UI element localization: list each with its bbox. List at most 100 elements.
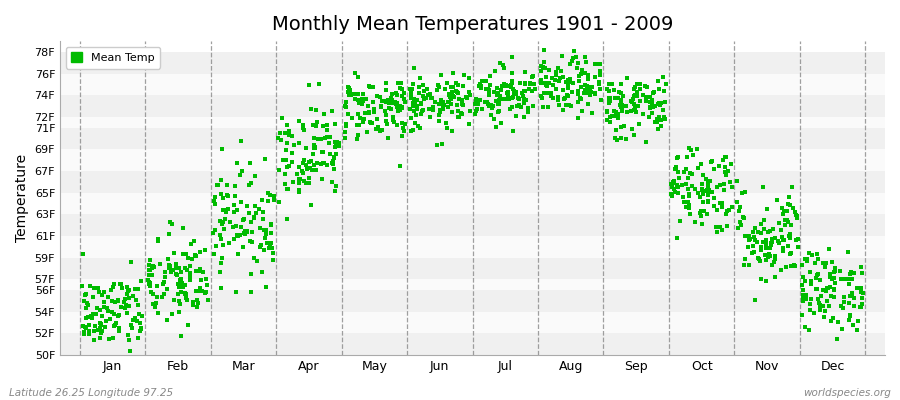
Point <box>852 304 867 310</box>
Point <box>479 86 493 92</box>
Point <box>441 99 455 105</box>
Point <box>580 90 595 96</box>
Point <box>397 120 411 127</box>
Point <box>822 285 836 291</box>
Point <box>306 122 320 128</box>
Point <box>434 97 448 103</box>
Point <box>468 100 482 107</box>
Point <box>157 291 171 298</box>
Point <box>410 97 424 104</box>
Point <box>846 322 860 328</box>
Point <box>255 268 269 275</box>
Point <box>724 204 739 211</box>
Point <box>826 286 841 293</box>
Point <box>542 66 556 73</box>
Point <box>804 278 818 284</box>
Point <box>296 126 310 133</box>
Point <box>352 100 366 107</box>
Point <box>633 81 647 88</box>
Point <box>693 210 707 216</box>
Point <box>108 322 122 328</box>
Point <box>483 82 498 88</box>
Point <box>101 308 115 314</box>
Point <box>369 126 383 132</box>
Point <box>183 270 197 276</box>
Point <box>819 288 833 294</box>
Point <box>279 216 293 223</box>
Point <box>446 93 461 100</box>
Point <box>721 167 735 174</box>
Point <box>671 175 686 182</box>
Point <box>304 106 319 112</box>
Point <box>328 138 342 145</box>
Point <box>417 87 431 94</box>
Point <box>613 102 627 108</box>
Point <box>580 88 594 94</box>
Point <box>245 239 259 246</box>
Point <box>76 250 90 257</box>
Point <box>778 216 792 223</box>
Point <box>583 92 598 98</box>
Point <box>81 302 95 308</box>
Point <box>141 272 156 278</box>
Point <box>455 111 470 117</box>
Point <box>450 102 464 109</box>
Point <box>802 327 816 333</box>
Point <box>798 323 813 330</box>
Point <box>266 244 280 251</box>
Point <box>307 162 321 168</box>
Point <box>452 96 466 102</box>
Point <box>504 70 518 76</box>
Point <box>216 218 230 225</box>
Point <box>207 250 221 257</box>
Point <box>129 297 143 304</box>
Point <box>247 215 261 222</box>
Point <box>257 235 272 241</box>
Point <box>86 310 100 317</box>
Point <box>485 105 500 112</box>
Point <box>745 250 760 256</box>
Point <box>696 185 710 192</box>
Point <box>244 288 258 295</box>
Point <box>754 247 769 253</box>
Point <box>464 92 478 98</box>
Point <box>536 63 550 70</box>
Point <box>328 188 342 194</box>
Point <box>201 297 215 304</box>
Point <box>271 134 285 141</box>
Point <box>742 237 756 243</box>
Point <box>377 98 392 105</box>
Point <box>519 97 534 104</box>
Point <box>608 127 623 133</box>
Point <box>781 194 796 200</box>
Point <box>378 108 392 114</box>
Point <box>85 314 99 321</box>
Point <box>275 115 290 122</box>
Point <box>760 229 775 235</box>
Point <box>309 123 323 130</box>
Point <box>830 335 844 342</box>
Point <box>719 211 733 217</box>
Point <box>354 100 368 106</box>
Point <box>676 194 690 200</box>
Point <box>402 106 417 112</box>
Point <box>599 116 614 123</box>
Point <box>491 92 505 98</box>
Point <box>315 176 329 183</box>
Point <box>564 88 579 95</box>
Point <box>92 289 106 295</box>
Point <box>514 104 528 111</box>
Point <box>666 178 680 185</box>
Point <box>118 296 132 302</box>
Point <box>454 97 469 103</box>
Point <box>484 102 499 108</box>
Point <box>798 255 813 262</box>
Point <box>216 207 230 214</box>
Point <box>247 214 261 220</box>
Point <box>397 128 411 134</box>
Point <box>350 97 365 104</box>
Point <box>496 62 510 69</box>
Point <box>482 92 496 98</box>
Point <box>383 106 398 112</box>
Point <box>491 108 506 115</box>
